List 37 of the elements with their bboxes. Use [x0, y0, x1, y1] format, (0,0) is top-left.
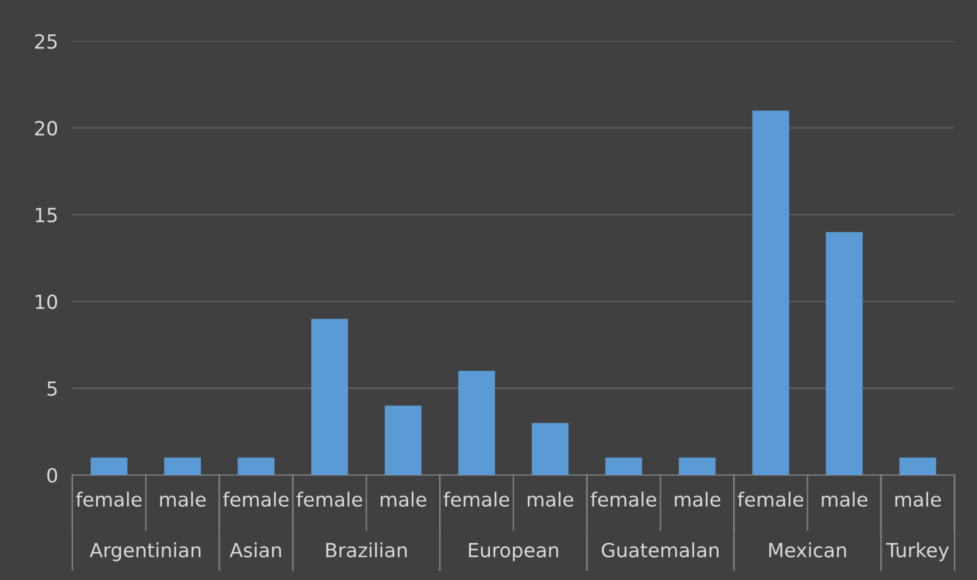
bar [532, 422, 569, 476]
x-tick-label: female [590, 492, 656, 507]
y-tick-label: 0 [47, 468, 58, 483]
y-tick-label: 25 [35, 34, 57, 49]
x-tick-label: male [528, 492, 574, 507]
x-tick-label: female [223, 492, 289, 507]
x-tick-label: male [822, 492, 868, 507]
text: Mexican [769, 542, 846, 558]
bar [384, 406, 422, 476]
bar [90, 458, 128, 476]
bar [752, 110, 790, 476]
x-tick-label: male [895, 492, 941, 507]
y-tick-label: 15 [36, 208, 57, 222]
bar [164, 458, 201, 476]
bar [458, 370, 496, 476]
bar [605, 458, 642, 476]
x-tick-label: female [738, 492, 804, 507]
text: Asian [230, 542, 281, 558]
bar [311, 318, 348, 476]
x-tick-label: female [76, 492, 142, 507]
text: Guatemalan [602, 542, 718, 558]
x-tick-label: male [380, 492, 426, 507]
text: Turkey [886, 542, 949, 562]
y-tick-label: 10 [36, 294, 58, 310]
x-tick-label: male [674, 492, 720, 507]
y-tick-label: 20 [35, 120, 58, 136]
bar [899, 458, 936, 476]
bar [238, 458, 274, 476]
x-tick-label: male [160, 492, 206, 507]
x-tick-label: female [444, 492, 510, 507]
bar [826, 232, 863, 476]
y-tick-label: 5 [48, 381, 57, 396]
x-tick-label: female [296, 492, 362, 507]
text: European [469, 543, 558, 562]
text: Argentinian [90, 542, 200, 562]
text: Brazilian [326, 542, 407, 558]
bar [678, 458, 716, 476]
